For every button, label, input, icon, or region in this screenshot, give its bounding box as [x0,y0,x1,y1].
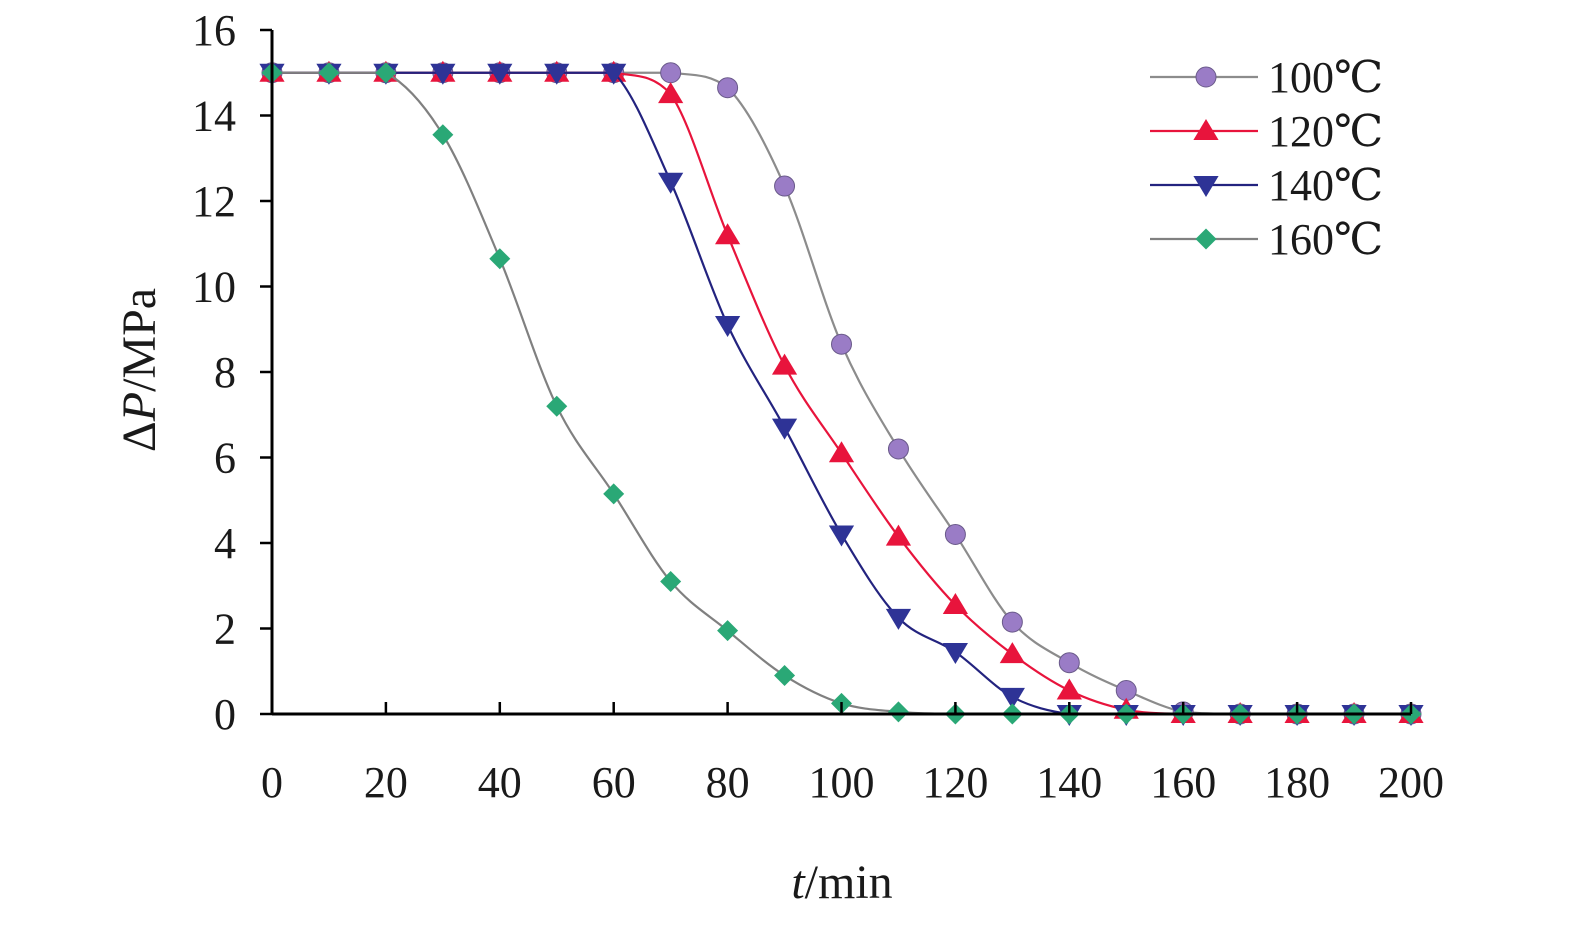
x-axis-title: t/min [791,856,892,909]
x-tick-label: 60 [592,758,636,807]
y-tick-label: 10 [192,263,236,312]
x-tick-label: 20 [364,758,408,807]
data-point [828,441,855,463]
legend-marker [1195,66,1217,88]
series-line [271,71,1411,716]
legend-label: 120℃ [1268,107,1383,156]
data-point [1056,678,1082,700]
data-point [660,570,682,592]
x-tick-label: 80 [706,758,750,807]
axes-layer [260,28,1413,716]
data-point [717,77,739,99]
data-point [487,63,513,85]
y-tick-labels: 0 2 4 6 8 10 12 14 16 [192,6,236,739]
data-point [715,315,741,337]
data-point [887,701,909,723]
legend-item: 100℃ [1150,53,1383,102]
data-point [828,525,855,547]
data-point [885,524,912,546]
data-point [715,223,741,245]
y-tick-label: 6 [214,434,236,483]
series-1 [261,62,1422,725]
legend-label: 140℃ [1268,161,1383,210]
data-point [944,523,966,545]
data-point [601,63,627,85]
data-point [430,63,456,85]
data-point [999,642,1025,664]
legend-marker [1193,176,1219,197]
data-point [658,82,684,104]
y-axis-title: ΔP/MPa [113,288,166,452]
data-point [318,62,340,84]
data-point [1115,679,1137,701]
x-tick-label: 40 [478,758,522,807]
data-point [831,333,852,355]
y-tick-label: 12 [192,177,236,226]
y-tick-label: 2 [214,605,236,654]
y-tick-label: 8 [214,348,236,397]
data-point [774,175,796,197]
x-tick-label: 100 [809,758,875,807]
legend-marker [1195,228,1217,250]
series-line [271,71,1411,716]
legend-label: 100℃ [1268,53,1383,102]
data-point [1001,611,1023,633]
data-point [544,63,570,85]
y-tick-label: 0 [214,690,236,739]
legend-item: 120℃ [1150,107,1383,156]
series-layer [259,60,1424,726]
x-tick-label: 200 [1378,758,1444,807]
data-point [887,438,909,460]
data-point [432,124,454,146]
x-tick-label: 140 [1036,758,1102,807]
legend: 100℃ 120℃ 140℃ 160℃ [1150,53,1383,264]
legend-item: 160℃ [1150,215,1383,264]
y-tick-label: 16 [192,6,236,55]
legend-marker [1193,119,1219,140]
series-line [271,71,1411,716]
series-line [271,71,1411,716]
y-tick-label: 4 [214,519,236,568]
data-point [489,248,511,270]
series-4 [261,62,1422,725]
x-tick-label: 120 [922,758,988,807]
data-point [603,483,625,505]
y-tick-label: 14 [192,92,236,141]
data-point [658,172,684,194]
series-3 [259,63,1424,726]
data-point [771,353,798,375]
x-tick-labels: 0 20 40 60 80 100 120 140 160 180 200 [261,758,1444,807]
x-tick-label: 0 [261,758,283,807]
x-tick-label: 160 [1150,758,1216,807]
legend-item: 140℃ [1150,161,1383,210]
data-point [774,665,796,687]
data-point [717,620,739,642]
data-point [1058,652,1080,674]
data-point [660,62,682,84]
legend-label: 160℃ [1268,215,1383,264]
data-point [546,395,568,417]
data-point [942,592,968,614]
data-point [942,643,968,665]
x-tick-label: 180 [1264,758,1330,807]
series-2 [259,60,1424,723]
data-point [375,62,397,84]
data-point [999,687,1025,709]
data-point [771,418,798,440]
data-point [885,608,912,630]
